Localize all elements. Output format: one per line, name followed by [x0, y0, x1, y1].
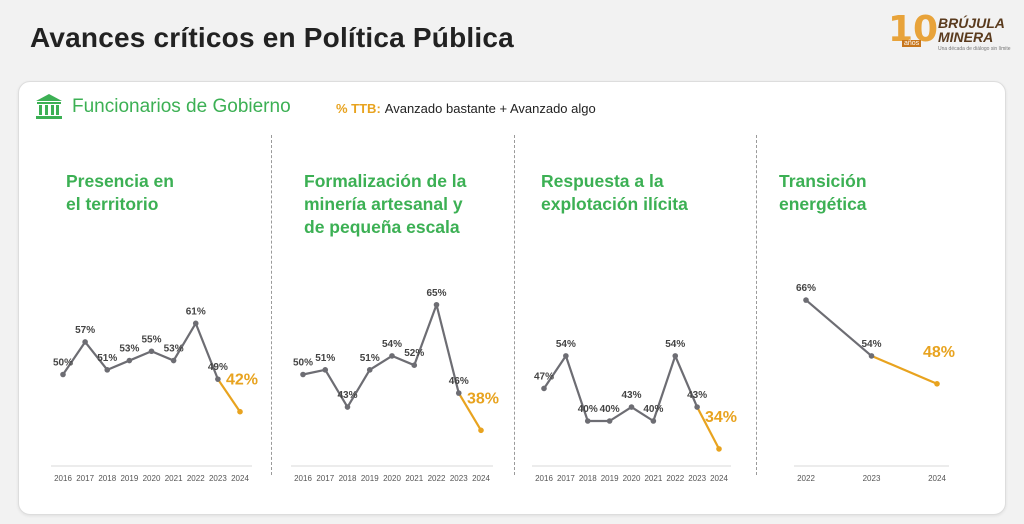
panel-title-transicion: Transición energética: [779, 171, 867, 214]
government-building-icon: [36, 94, 62, 119]
panel-divider: [514, 135, 515, 475]
legend-key: % TTB:: [336, 101, 381, 116]
legend-text: Avanzado bastante + Avanzado algo: [384, 101, 596, 116]
panel-title-formalizacion: Formalización de la minería artesanal y …: [304, 171, 467, 237]
logo-anos: años: [902, 40, 922, 47]
panel-title-respuesta: Respuesta a la explotación ilícita: [541, 171, 688, 214]
panel-divider: [756, 135, 757, 475]
brand-logo: 10 años BRÚJULA MINERA Una década de diá…: [888, 10, 1014, 54]
logo-line1: BRÚJULA: [938, 15, 1005, 31]
page-title: Avances críticos en Política Pública: [30, 22, 514, 53]
logo-line2: MINERA: [938, 29, 994, 45]
panel-divider: [271, 135, 272, 475]
logo-tagline: Una década de diálogo sin límite: [938, 46, 1011, 52]
content-card: [18, 81, 1006, 515]
legend: % TTB: Avanzado bastante + Avanzado algo: [336, 101, 596, 116]
panel-title-presencia: Presencia en el territorio: [66, 171, 174, 214]
section-title: Funcionarios de Gobierno: [72, 96, 291, 117]
